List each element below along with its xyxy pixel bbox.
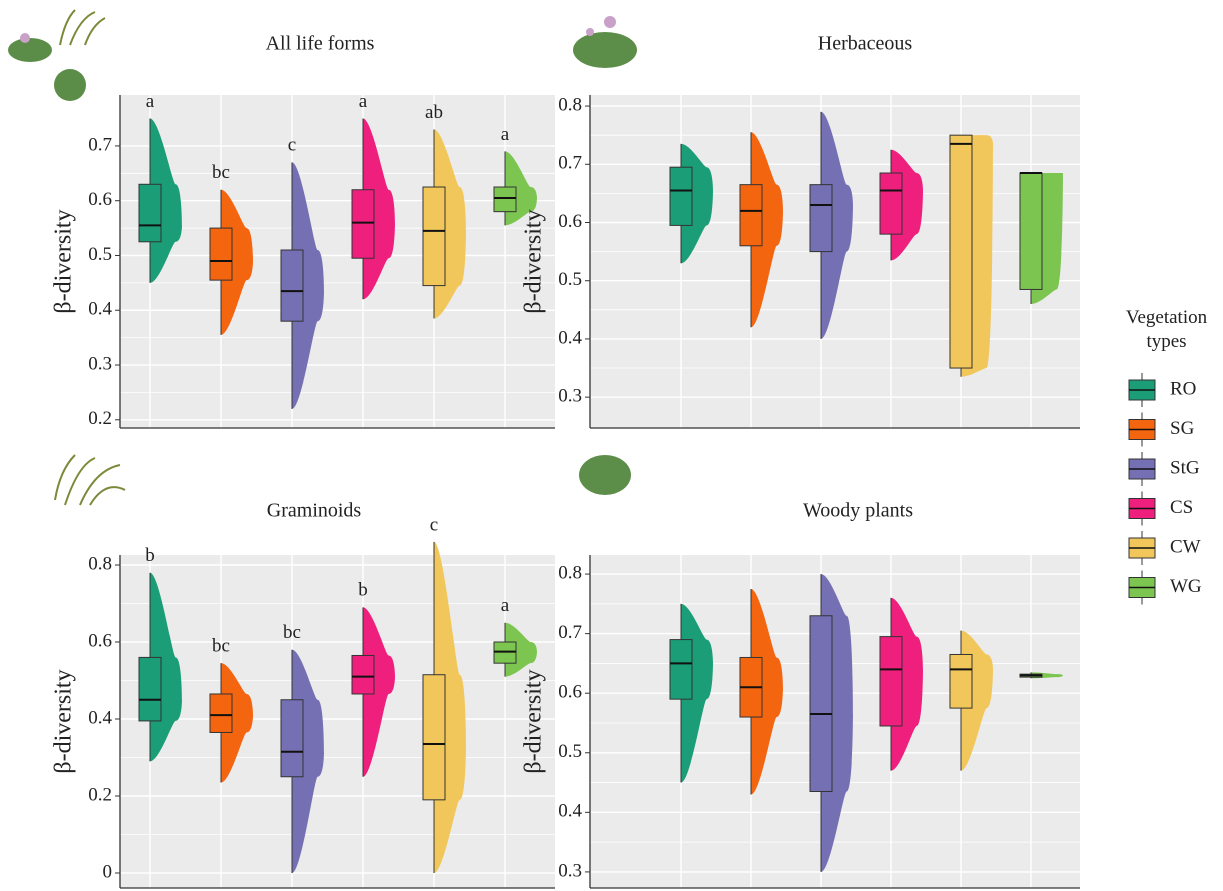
legend-title: Vegetation types (1125, 307, 1208, 352)
y-tick-label: 0.4 (88, 299, 112, 320)
box (879, 172, 903, 235)
box (949, 653, 973, 709)
significance-letter: bc (212, 162, 230, 183)
box (422, 186, 446, 287)
y-tick-label: 0.4 (558, 327, 582, 348)
significance-letter: a (501, 595, 510, 616)
y-axis-label: β-diversity (51, 209, 77, 313)
significance-letter: b (358, 580, 368, 601)
y-tick-label: 0.6 (88, 189, 112, 210)
legend-label: WG (1170, 576, 1202, 597)
box (739, 184, 763, 247)
box (138, 656, 162, 722)
box (280, 699, 304, 778)
half-violin (221, 189, 253, 335)
y-tick-label: 0.8 (88, 553, 112, 574)
box (351, 189, 375, 259)
plant-icons (8, 9, 637, 506)
box (209, 227, 233, 281)
y-tick-label: 0.6 (88, 630, 112, 651)
y-tick-label: 0.5 (88, 244, 112, 265)
significance-letter: a (146, 91, 155, 112)
half-violin (821, 111, 853, 339)
significance-letter: ab (425, 102, 443, 123)
y-tick-label: 0.2 (88, 408, 112, 429)
significance-letter: bc (283, 622, 301, 643)
chart-title: Graminoids (267, 500, 362, 522)
box (879, 636, 903, 727)
legend-label: CW (1170, 536, 1201, 557)
y-tick-label: 0.7 (558, 622, 582, 643)
y-tick-label: 0.7 (558, 153, 582, 174)
y-tick-label: 0 (103, 861, 113, 882)
significance-letter: c (288, 135, 296, 156)
y-tick-label: 0.8 (558, 562, 582, 583)
box (493, 186, 517, 213)
half-violin (292, 162, 324, 409)
box (1019, 172, 1043, 290)
box (351, 654, 375, 695)
box (809, 184, 833, 253)
box (138, 183, 162, 243)
y-tick-label: 0.8 (558, 94, 582, 115)
y-tick-label: 0.2 (88, 784, 112, 805)
box (949, 134, 973, 369)
y-tick-label: 0.3 (558, 386, 582, 407)
y-axis-label: β-diversity (51, 669, 77, 773)
plot-background (120, 555, 555, 888)
legend-label: RO (1170, 378, 1196, 399)
half-violin (363, 607, 395, 777)
chart-title: All life forms (266, 33, 375, 55)
significance-letter: bc (212, 636, 230, 657)
box (422, 674, 446, 801)
y-tick-label: 0.3 (88, 353, 112, 374)
y-tick-label: 0.6 (558, 682, 582, 703)
y-tick-label: 0.7 (88, 134, 112, 155)
legend-label: StG (1170, 457, 1200, 478)
half-violin (751, 588, 783, 795)
box (669, 166, 693, 226)
y-tick-label: 0.3 (558, 860, 582, 881)
significance-letter: a (501, 124, 510, 145)
box (809, 615, 833, 792)
significance-letter: c (430, 514, 438, 535)
chart-title: Woody plants (803, 500, 913, 522)
chart-title: Herbaceous (818, 33, 913, 55)
y-tick-label: 0.4 (88, 707, 112, 728)
box (280, 249, 304, 322)
half-violin (751, 132, 783, 328)
y-tick-label: 0.5 (558, 741, 582, 762)
y-axis-label: β-diversity (521, 209, 547, 313)
y-tick-label: 0.5 (558, 269, 582, 290)
y-tick-label: 0.4 (558, 801, 582, 822)
y-tick-label: 0.6 (558, 211, 582, 232)
y-axis-label: β-diversity (521, 669, 547, 773)
significance-letter: b (145, 545, 155, 566)
legend-label: SG (1170, 418, 1195, 439)
significance-letter: a (359, 91, 368, 112)
box (669, 639, 693, 700)
legend-label: CS (1170, 497, 1193, 518)
plot-background (120, 95, 555, 428)
half-violin (221, 663, 253, 783)
box (209, 693, 233, 733)
